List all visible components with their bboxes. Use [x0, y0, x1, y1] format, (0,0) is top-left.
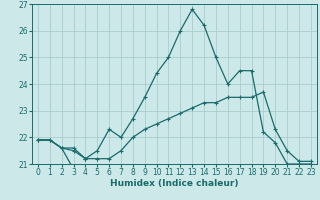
- X-axis label: Humidex (Indice chaleur): Humidex (Indice chaleur): [110, 179, 239, 188]
